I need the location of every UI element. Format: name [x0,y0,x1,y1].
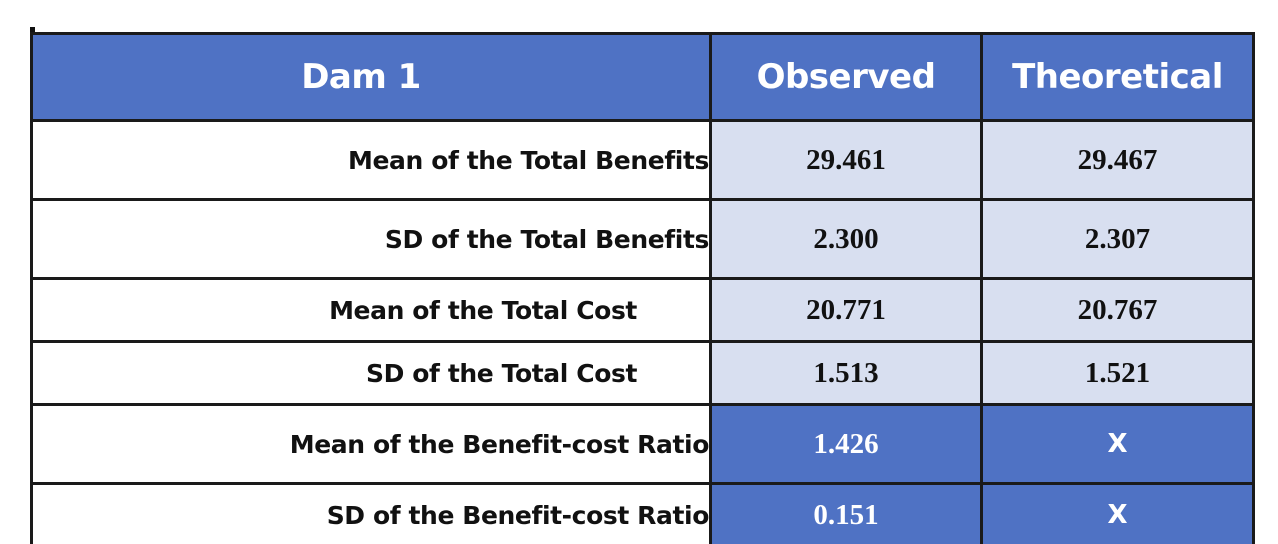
theoretical-value: 2.307 [980,198,1255,280]
row-label: SD of the Total Benefits [30,198,712,280]
dam-statistics-table: Dam 1 Observed Theoretical Mean of the T… [30,32,1255,544]
table-row: Mean of the Total Cost 20.771 20.767 [30,277,1255,343]
corner-mark [30,27,35,33]
header-observed: Observed [709,32,983,122]
table-row: SD of the Benefit-cost Ratio 0.151 X [30,482,1255,544]
theoretical-value: 1.521 [980,340,1255,406]
observed-value: 1.513 [709,340,983,406]
row-label: Mean of the Total Benefits [30,119,712,201]
observed-value: 0.151 [709,482,983,544]
theoretical-value: X [980,403,1255,485]
row-label: Mean of the Benefit-cost Ratio [30,403,712,485]
theoretical-value: 29.467 [980,119,1255,201]
row-label: SD of the Benefit-cost Ratio [30,482,712,544]
observed-value: 29.461 [709,119,983,201]
table-row: Mean of the Benefit-cost Ratio 1.426 X [30,403,1255,485]
observed-value: 1.426 [709,403,983,485]
table-header-row: Dam 1 Observed Theoretical [30,32,1255,122]
theoretical-value: X [980,482,1255,544]
header-dam: Dam 1 [30,32,712,122]
observed-value: 20.771 [709,277,983,343]
theoretical-value: 20.767 [980,277,1255,343]
table-row: SD of the Total Cost 1.513 1.521 [30,340,1255,406]
row-label: Mean of the Total Cost [30,277,712,343]
row-label: SD of the Total Cost [30,340,712,406]
header-theoretical: Theoretical [980,32,1255,122]
observed-value: 2.300 [709,198,983,280]
table-row: Mean of the Total Benefits 29.461 29.467 [30,119,1255,201]
table-row: SD of the Total Benefits 2.300 2.307 [30,198,1255,280]
